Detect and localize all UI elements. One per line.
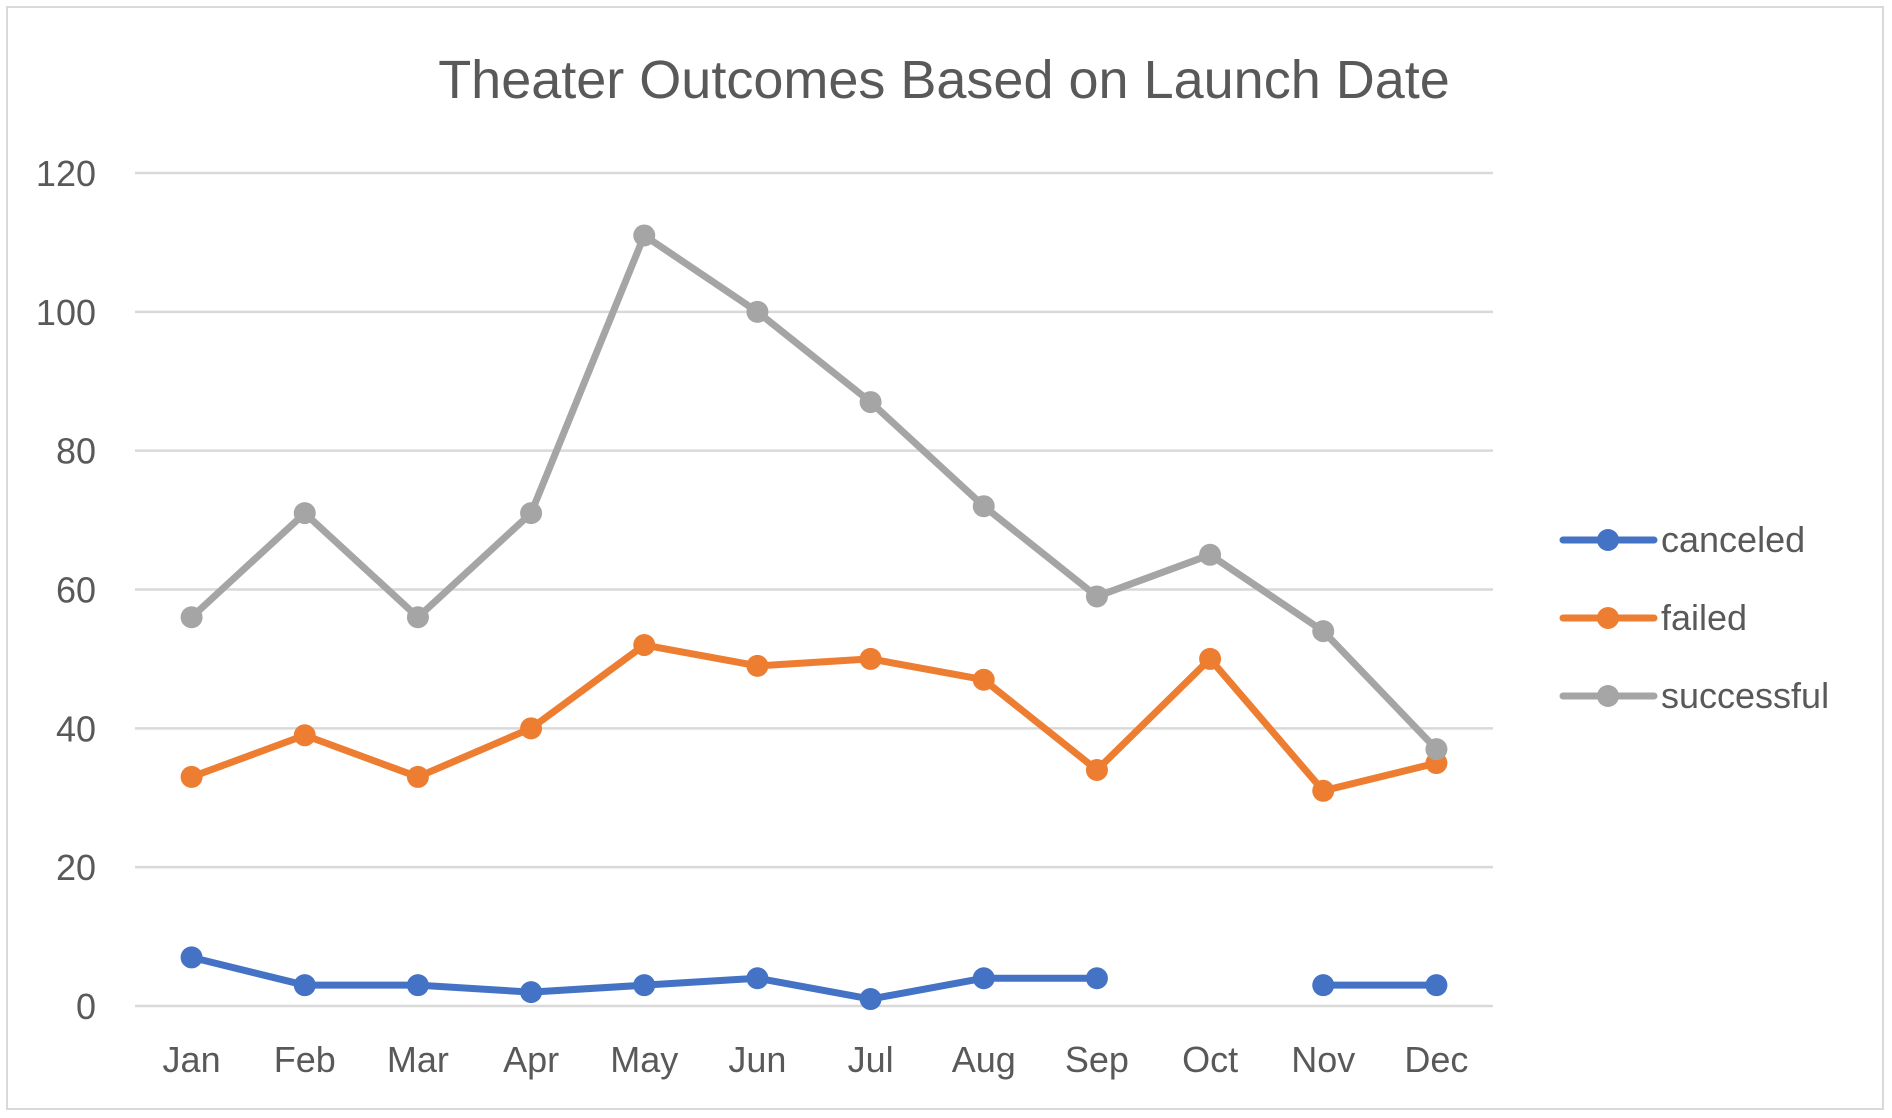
canceled-point-aug	[972, 967, 995, 990]
successful-line	[188, 231, 1440, 753]
x-tick-label: May	[610, 1039, 678, 1080]
successful-point-nov	[1312, 620, 1335, 643]
canceled-point-mar	[406, 974, 429, 997]
series-successful	[180, 224, 1448, 761]
canceled-point-apr	[520, 981, 543, 1004]
chart-area	[6, 6, 1884, 1110]
series-failed	[180, 634, 1448, 802]
y-tick-label: 80	[56, 431, 96, 472]
legend-item-failed: failed	[1559, 597, 1747, 638]
successful-point-dec	[1425, 738, 1448, 761]
successful-point-oct	[1199, 543, 1222, 566]
failed-point-feb	[293, 724, 316, 747]
successful-point-jun	[746, 300, 769, 323]
successful-point-jul	[859, 391, 882, 414]
legend-item-successful: successful	[1559, 675, 1829, 716]
legend-marker-icon	[1597, 607, 1619, 629]
canceled-point-feb	[293, 974, 316, 997]
failed-line	[188, 641, 1440, 795]
failed-point-sep	[1085, 758, 1108, 781]
failed-point-may	[633, 634, 656, 657]
canceled-point-nov	[1312, 974, 1335, 997]
x-axis-ticks: Jan Feb Mar Apr May Jun Jul Aug Sep Oct Nov Dec	[163, 1039, 1469, 1080]
y-tick-label: 20	[56, 847, 96, 888]
y-tick-label: 40	[56, 708, 96, 749]
successful-point-feb	[293, 502, 316, 525]
x-tick-label: Jul	[848, 1039, 894, 1080]
failed-point-aug	[972, 668, 995, 691]
x-tick-label: Dec	[1404, 1039, 1468, 1080]
x-tick-label: Jun	[728, 1039, 786, 1080]
failed-point-jul	[859, 647, 882, 670]
series-lines	[180, 224, 1448, 1011]
x-tick-label: Mar	[387, 1039, 449, 1080]
chart-title: Theater Outcomes Based on Launch Date	[438, 50, 1450, 110]
gridlines	[135, 171, 1493, 1008]
legend-label: canceled	[1661, 519, 1805, 560]
failed-point-apr	[520, 717, 543, 740]
y-axis-ticks: 0 20 40 60 80 100 120	[36, 153, 96, 1027]
x-tick-label: Apr	[503, 1039, 559, 1080]
legend-marker-icon	[1597, 685, 1619, 707]
failed-point-nov	[1312, 779, 1335, 802]
y-tick-label: 120	[36, 153, 96, 194]
canceled-point-jan	[180, 946, 203, 969]
successful-point-jan	[180, 606, 203, 629]
y-tick-label: 100	[36, 292, 96, 333]
y-tick-label: 0	[76, 986, 96, 1027]
canceled-point-jul	[859, 988, 882, 1011]
failed-point-oct	[1199, 647, 1222, 670]
x-tick-label: Feb	[274, 1039, 336, 1080]
successful-point-apr	[520, 502, 543, 525]
legend-label: failed	[1661, 597, 1747, 638]
x-tick-label: Oct	[1182, 1039, 1238, 1080]
x-tick-label: Aug	[952, 1039, 1016, 1080]
legend: canceled failed successful	[1559, 519, 1829, 716]
series-canceled	[180, 946, 1448, 1011]
failed-point-jun	[746, 654, 769, 677]
x-tick-label: Jan	[163, 1039, 221, 1080]
legend-marker-icon	[1597, 529, 1619, 551]
successful-point-may	[633, 224, 656, 247]
successful-point-sep	[1085, 585, 1108, 608]
canceled-point-may	[633, 974, 656, 997]
canceled-point-jun	[746, 967, 769, 990]
legend-label: successful	[1661, 675, 1829, 716]
canceled-point-dec	[1425, 974, 1448, 997]
x-tick-label: Nov	[1291, 1039, 1355, 1080]
failed-point-jan	[180, 765, 203, 788]
legend-item-canceled: canceled	[1559, 519, 1805, 560]
successful-point-mar	[406, 606, 429, 629]
y-tick-label: 60	[56, 570, 96, 611]
successful-point-aug	[972, 495, 995, 518]
failed-point-mar	[406, 765, 429, 788]
canceled-point-sep	[1085, 967, 1108, 990]
x-tick-label: Sep	[1065, 1039, 1129, 1080]
